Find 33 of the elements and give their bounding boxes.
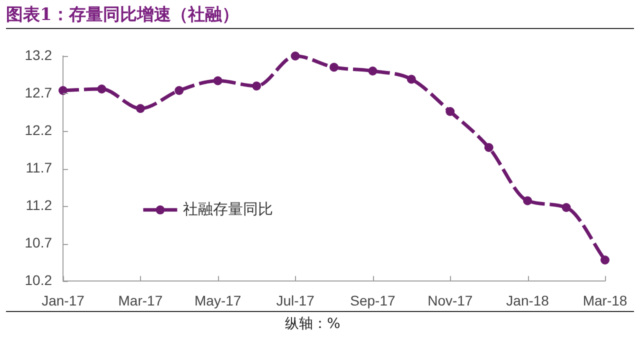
x-tick-label: Jul-17 — [276, 292, 315, 308]
point — [252, 82, 262, 90]
point — [97, 84, 106, 94]
point — [600, 256, 610, 264]
y-tick-label: 13.2 — [24, 46, 52, 63]
point — [523, 196, 532, 206]
point — [136, 104, 145, 113]
point — [330, 62, 338, 72]
x-tick-label: Mar-18 — [582, 292, 628, 308]
point — [446, 107, 455, 116]
y-tick-label: 12.2 — [24, 122, 52, 138]
point — [58, 86, 68, 95]
y-tick-label: 10.2 — [24, 272, 52, 288]
x-tick-label: Mar-17 — [118, 292, 163, 308]
point — [406, 74, 416, 84]
point — [562, 203, 571, 212]
x-tick-label: Nov-17 — [428, 292, 473, 308]
point — [174, 86, 184, 95]
point — [484, 143, 494, 152]
x-tick-label: May-17 — [194, 292, 242, 308]
x-tick-label: Jan-18 — [506, 292, 550, 308]
y-tick-label: 11.7 — [26, 159, 52, 176]
legend-label: 社融存量同比 — [183, 200, 274, 218]
text: 纵轴：% — [285, 316, 340, 332]
point — [368, 66, 378, 76]
x-tick-label: Jan-17 — [42, 292, 85, 308]
chart-title: 图表1：存量同比增速（社融） — [6, 3, 634, 29]
y-tick-label: 12.7 — [24, 84, 52, 100]
y-tick-label: 11.2 — [26, 196, 52, 213]
point — [290, 52, 300, 60]
y-tick-label: 10.7 — [24, 234, 52, 250]
x-tick-label: Sep-17 — [350, 292, 396, 308]
point — [213, 76, 222, 86]
